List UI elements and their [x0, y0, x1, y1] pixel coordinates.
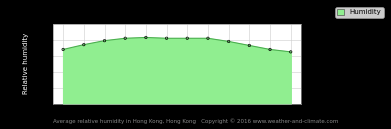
Point: [184, 37, 190, 39]
Point: [205, 37, 211, 39]
Text: Average relative humidity in Hong Kong, Hong Kong   Copyright © 2016 www.weather: Average relative humidity in Hong Kong, …: [53, 118, 338, 124]
Point: [163, 37, 170, 39]
Point: [246, 44, 253, 46]
Legend: Humidity: Humidity: [335, 7, 384, 18]
Point: [143, 36, 149, 38]
Point: [226, 40, 232, 42]
Point: [122, 37, 128, 39]
Point: [101, 40, 108, 42]
Y-axis label: Relative humidity: Relative humidity: [23, 33, 29, 94]
Point: [288, 51, 294, 53]
Point: [60, 48, 66, 50]
Point: [81, 44, 87, 46]
Point: [267, 48, 273, 50]
